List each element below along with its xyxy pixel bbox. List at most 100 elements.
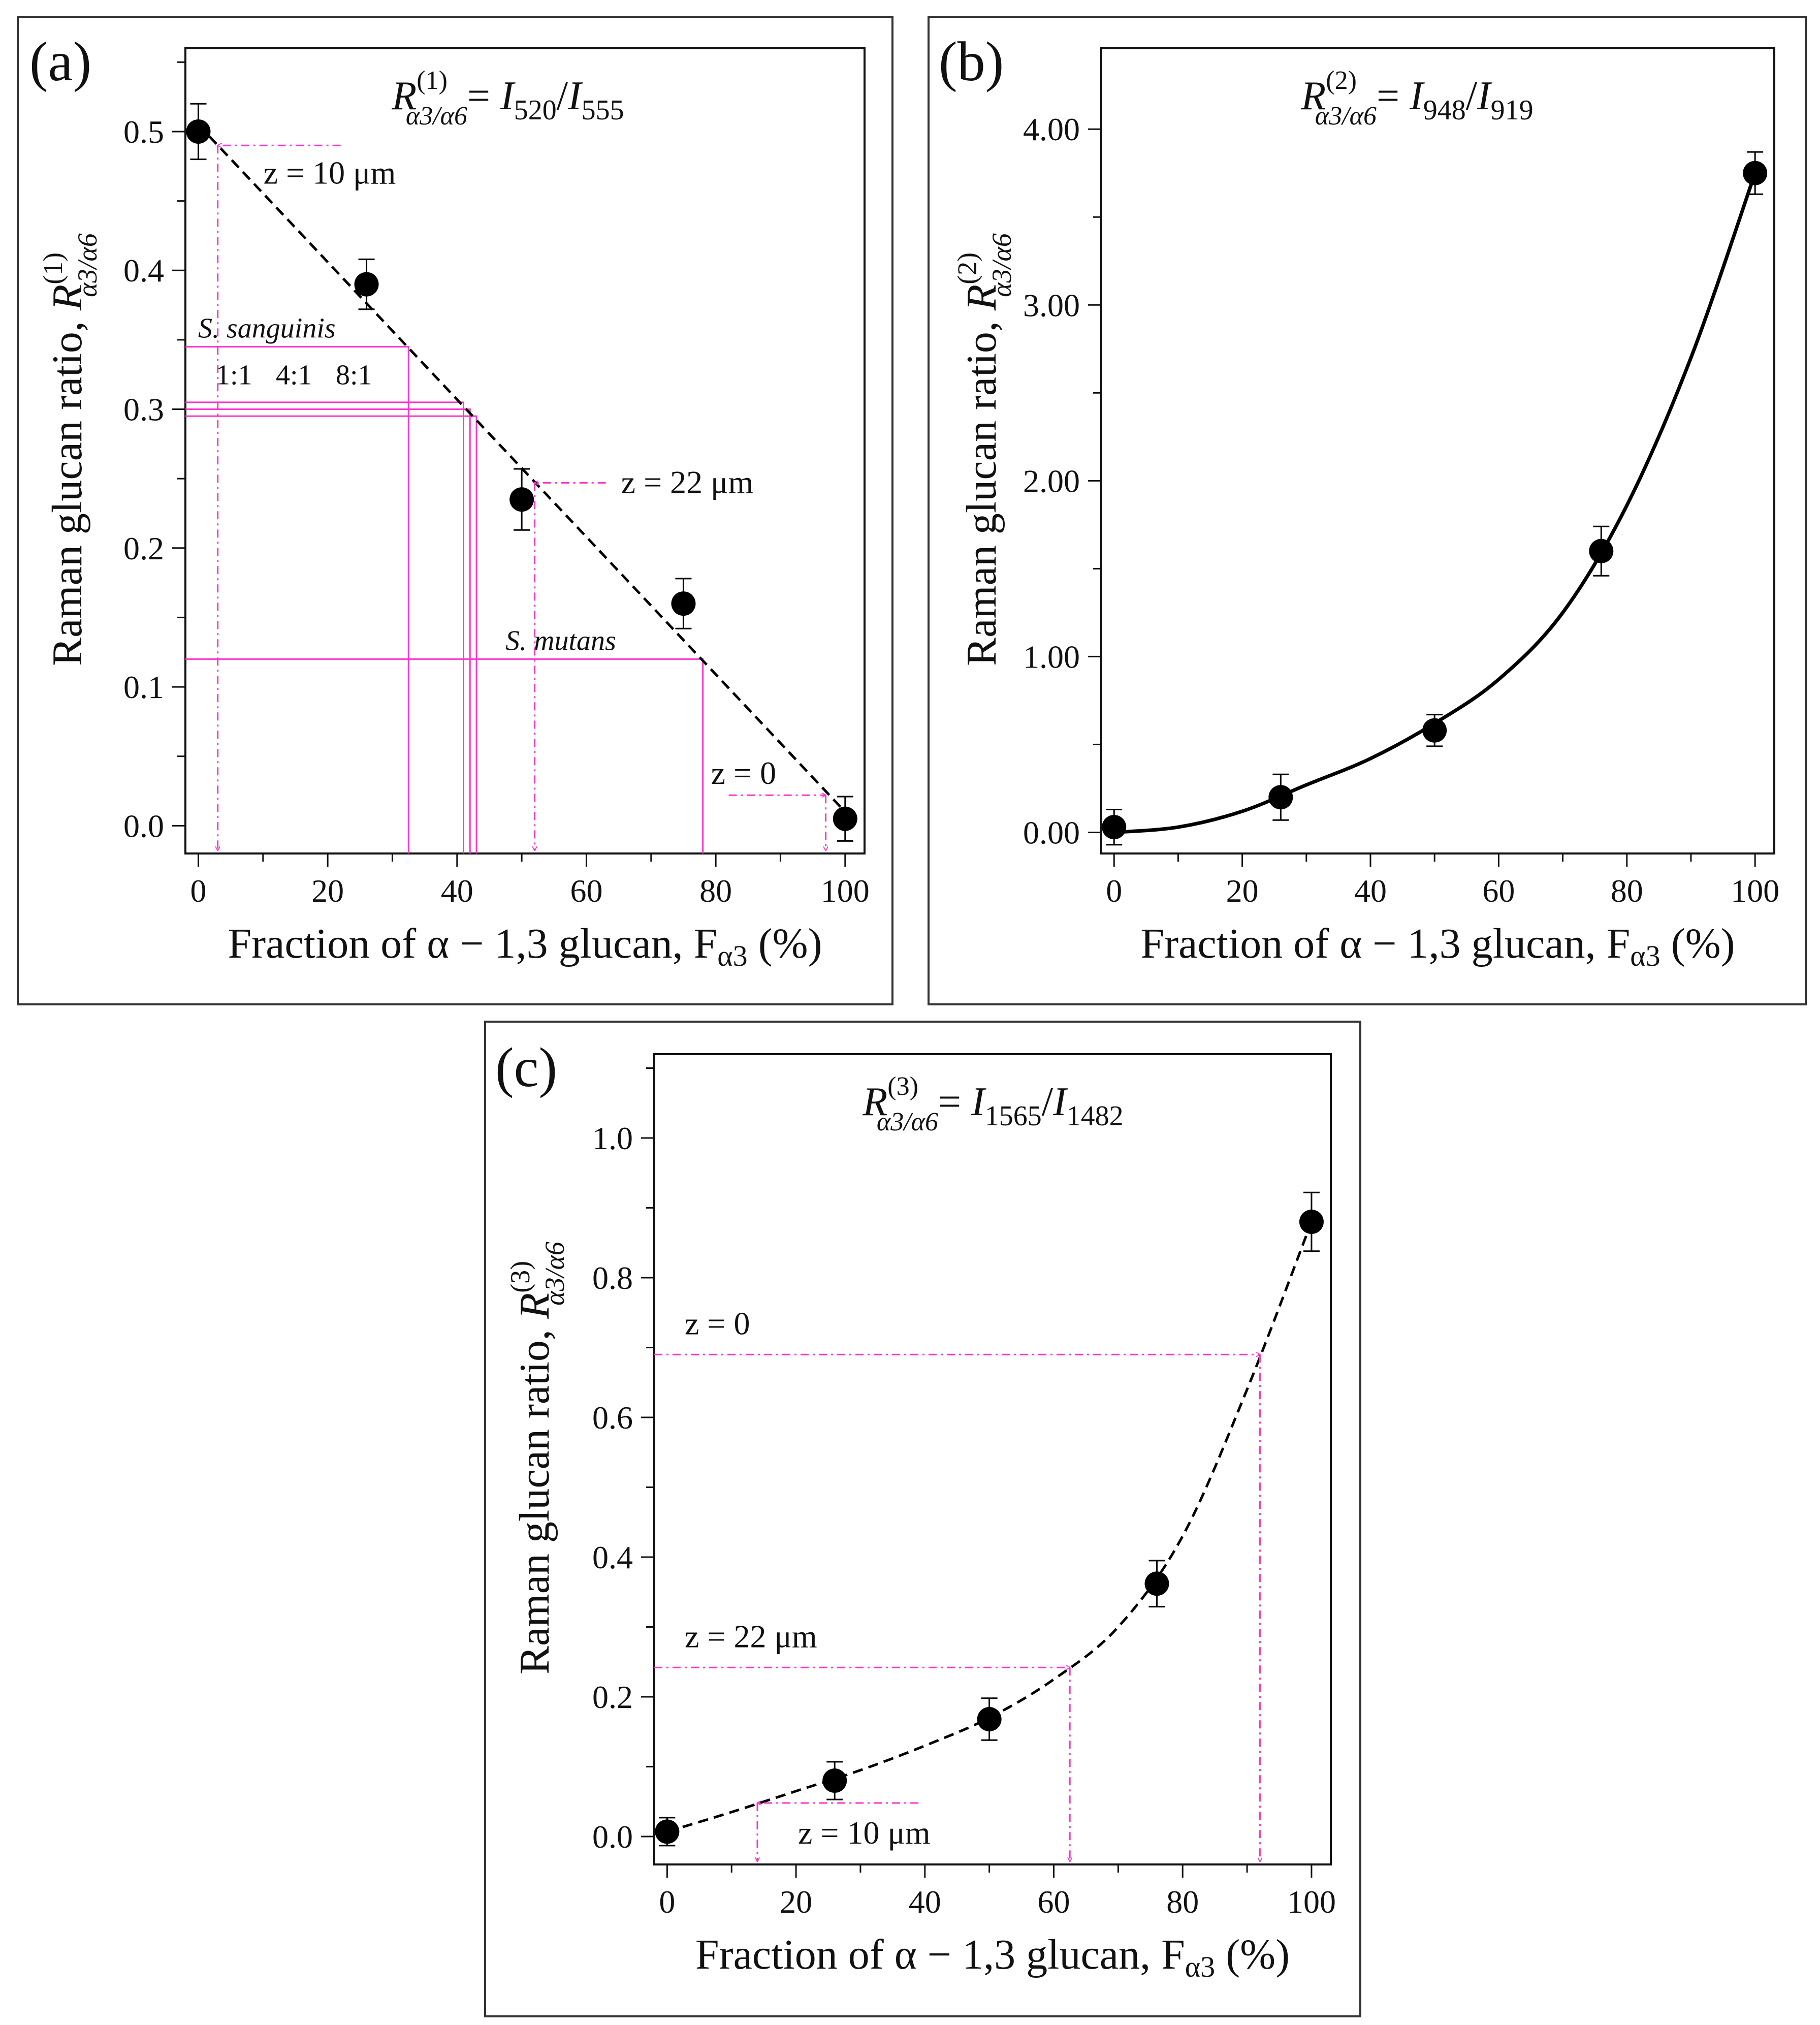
y-axis-label-sub: α3/α6 (72, 233, 103, 297)
z-arrow-label: z = 10 μm (798, 1815, 931, 1851)
x-axis-label: Fraction of α − 1,3 glucan, Fα3 (%) (1140, 920, 1735, 972)
title-sub: α3/α6 (877, 1108, 938, 1136)
title-denominator-sub: 919 (1491, 94, 1534, 126)
data-point (1589, 539, 1614, 563)
x-axis-label-sub: α3 (1185, 1950, 1215, 1983)
plot-frame (1100, 47, 1775, 855)
data-point (1102, 815, 1127, 840)
x-tick-label: 100 (1287, 1884, 1336, 1920)
y-axis-label-text: Raman glucan ratio, (44, 310, 91, 666)
z-arrow-label: z = 0 (685, 1305, 750, 1341)
x-tick-label: 100 (1731, 873, 1779, 909)
panel-a-plot: 0 20 40 60 80 100 0.0 0.1 0.2 0.3 0.4 0.5 Fraction o… (38, 47, 870, 972)
x-tick-label: 20 (1226, 873, 1259, 909)
x-tick-label: 60 (1482, 873, 1515, 909)
plot-frame (184, 47, 866, 855)
y-tick-label: 0.0 (592, 1819, 633, 1855)
data-point (1299, 1210, 1324, 1234)
data-point (1422, 718, 1447, 743)
title-denominator-sub: 555 (582, 94, 624, 126)
title-sup: (1) (417, 66, 448, 95)
y-axis-label-symbol: R (958, 284, 1005, 311)
x-tick-label: 20 (780, 1884, 812, 1920)
y-axis-label: Raman glucan ratio, R(1) α3/α6 (38, 233, 103, 666)
title-numerator: I (500, 74, 516, 118)
guide-line (185, 408, 471, 853)
title-numerator: I (971, 1080, 986, 1124)
y-axis-label: Raman glucan ratio, R(2) α3/α6 (952, 233, 1017, 666)
z-arrow-label: z = 10 μm (264, 154, 396, 191)
x-axis-label: Fraction of α − 1,3 glucan, Fα3 (%) (695, 1931, 1290, 1983)
chart-title: R(2) α3/α6= I948/I919 (1300, 66, 1533, 131)
x-axis-label-text: Fraction of α − 1,3 glucan, F (228, 920, 717, 967)
y-tick-label: 0.4 (592, 1539, 633, 1575)
title-symbol: R (862, 1080, 887, 1124)
title-denominator-sub: 1482 (1067, 1100, 1124, 1132)
ratio-label: 4:1 (276, 359, 312, 391)
y-tick-label: 0.8 (592, 1260, 633, 1296)
y-tick-label: 0.6 (592, 1400, 633, 1436)
x-axis-label-post: (%) (1215, 1931, 1290, 1978)
title-sup: (3) (887, 1072, 918, 1101)
x-tick-label: 60 (1038, 1884, 1070, 1920)
panel-c-label: (c) (495, 1036, 557, 1098)
y-tick-label: 0.0 (123, 808, 164, 844)
x-tick-label: 0 (1106, 873, 1122, 909)
title-denominator: I (1477, 74, 1492, 118)
x-tick-label: 20 (311, 873, 344, 909)
x-tick-label: 80 (699, 873, 732, 909)
title-slash: / (557, 74, 568, 118)
title-slash: / (1042, 1080, 1053, 1124)
panel-c: (c) 0 20 40 60 80 100 0.0 0.2 0.4 0.6 0.8 1.0 Fracti… (484, 1021, 1361, 2017)
y-axis-label-sup: (2) (952, 252, 982, 284)
ratio-label: 1:1 (216, 359, 252, 391)
y-tick-label: 0.00 (1023, 814, 1080, 850)
title-equals: = (467, 74, 500, 118)
y-axis-label: Raman glucan ratio, R(3) α3/α6 (505, 1242, 570, 1674)
data-point (509, 487, 534, 512)
x-tick-label: 80 (1166, 1884, 1199, 1920)
x-tick-label: 40 (441, 873, 473, 909)
title-slash: / (1466, 74, 1478, 118)
title-numerator-sub: 520 (514, 94, 557, 126)
y-tick-label: 0.2 (123, 530, 164, 566)
x-axis-label-sub: α3 (1630, 939, 1660, 972)
y-tick-label: 0.5 (123, 114, 164, 150)
y-axis-label-sup: (1) (38, 252, 68, 284)
z-arrow-label: z = 22 μm (685, 1618, 817, 1654)
data-point (354, 272, 379, 297)
y-axis-label-sup: (3) (505, 1261, 535, 1293)
y-axis-label-sub: α3/α6 (539, 1242, 570, 1306)
x-tick-label: 40 (1354, 873, 1387, 909)
x-tick-label: 60 (570, 873, 602, 909)
ratio-label: 8:1 (336, 359, 372, 391)
title-equals: = (938, 1080, 971, 1124)
y-axis-label-text: Raman glucan ratio, (511, 1319, 558, 1674)
y-tick-label: 1.00 (1023, 639, 1080, 675)
title-numerator-sub: 948 (1423, 94, 1466, 126)
y-axis-label-symbol: R (511, 1293, 558, 1319)
panel-b-label: (b) (939, 30, 1004, 92)
fit-curve (1113, 172, 1757, 834)
panel-a: (a) 0 20 40 60 80 100 0.0 0.1 0.2 0.3 0.4 0.5 Fracti… (17, 16, 893, 1005)
title-denominator: I (1052, 1080, 1068, 1124)
panel-b: (b) 0 20 40 60 80 100 0.00 1.00 2.00 3.00 4.00 Frac… (928, 16, 1807, 1005)
x-tick-label: 40 (909, 1884, 941, 1920)
title-denominator: I (567, 74, 583, 118)
panel-b-plot: 0 20 40 60 80 100 0.00 1.00 2.00 3.00 4.00 Fraction… (952, 47, 1779, 972)
y-tick-label: 0.4 (123, 252, 164, 289)
guide-line (185, 415, 477, 853)
chart-title: R(3) α3/α6= I1565/I1482 (862, 1072, 1123, 1136)
data-point (671, 591, 696, 616)
title-numerator-sub: 1565 (985, 1100, 1042, 1132)
x-axis-label-text: Fraction of α − 1,3 glucan, F (1140, 920, 1630, 967)
title-sub: α3/α6 (406, 102, 467, 131)
guide-label: S. mutans (505, 625, 616, 656)
panel-c-plot: 0 20 40 60 80 100 0.0 0.2 0.4 0.6 0.8 1.0 Fraction o… (505, 1053, 1336, 1983)
y-tick-label: 0.2 (592, 1679, 633, 1715)
title-equals: = (1377, 74, 1410, 118)
plot-frame (653, 1053, 1332, 1865)
x-axis-label-text: Fraction of α − 1,3 glucan, F (695, 1931, 1185, 1978)
x-axis-label-post: (%) (748, 920, 822, 967)
